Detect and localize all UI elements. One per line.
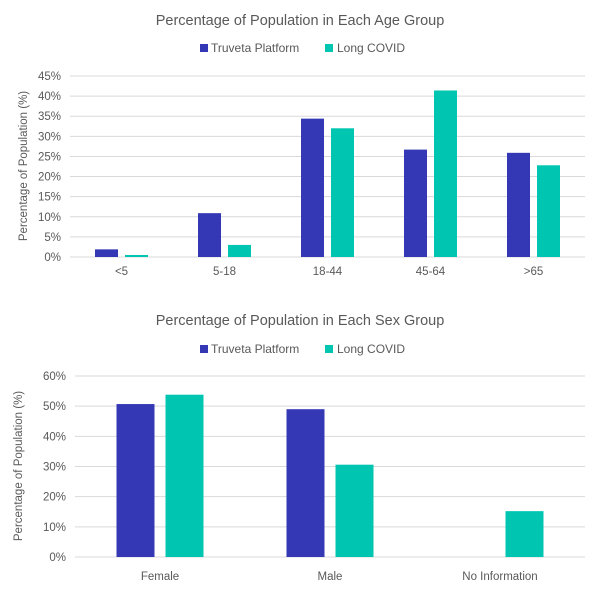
bar-truveta-platform-5 (95, 249, 118, 257)
bar-truveta-platform-5-18 (198, 213, 221, 257)
bar-long-covid-18-44 (331, 128, 354, 257)
bar-long-covid-45-64 (434, 90, 457, 257)
gridlines (70, 75, 585, 258)
chart-title: Percentage of Population in Each Sex Gro… (156, 313, 445, 329)
y-tick-label: 30% (38, 131, 61, 143)
y-tick-label: 20% (43, 492, 66, 504)
bars (95, 90, 560, 257)
bar-truveta-platform-45-64 (404, 149, 427, 257)
bar-long-covid-male (335, 464, 374, 557)
y-tick-label: 15% (38, 192, 61, 204)
x-tick-label: <5 (115, 266, 128, 278)
x-tick-label: 5-18 (213, 266, 236, 278)
legend: Truveta Platform Long COVID (200, 342, 405, 356)
y-tick-label: 25% (38, 151, 61, 163)
y-tick-labels: 0% 10% 20% 30% 40% 50% 60% (43, 371, 66, 564)
legend-label-truveta-platform: Truveta Platform (211, 41, 299, 55)
y-tick-label: 0% (44, 252, 61, 264)
y-tick-label: 10% (38, 212, 61, 224)
y-tick-label: 40% (38, 91, 61, 103)
legend-label-long-covid: Long COVID (337, 342, 405, 356)
bars (116, 394, 544, 557)
y-tick-label: 5% (44, 232, 61, 244)
bar-long-covid-65 (537, 165, 560, 257)
gridlines (75, 375, 585, 558)
y-axis-title: Percentage of Population (%) (13, 391, 25, 541)
legend-label-truveta-platform: Truveta Platform (211, 342, 299, 356)
y-tick-label: 0% (49, 552, 66, 564)
bar-long-covid-no-information (505, 511, 544, 557)
sex-group-chart: Percentage of Population in Each Sex Gro… (13, 313, 585, 583)
bar-truveta-platform-18-44 (301, 118, 324, 257)
y-tick-label: 35% (38, 111, 61, 123)
bar-truveta-platform-male (286, 409, 325, 557)
bar-long-covid-female (165, 394, 204, 557)
x-tick-label: 18-44 (313, 266, 343, 278)
x-tick-label: 45-64 (416, 266, 446, 278)
x-tick-label: No Information (462, 571, 537, 583)
x-tick-label: Female (141, 571, 179, 583)
bar-truveta-platform-female (116, 404, 155, 557)
legend-swatch-truveta-platform (200, 44, 208, 52)
legend-swatch-long-covid (325, 345, 333, 353)
legend-swatch-long-covid (325, 44, 333, 52)
x-tick-labels: Female Male No Information (141, 571, 538, 583)
y-tick-label: 10% (43, 522, 66, 534)
legend-swatch-truveta-platform (200, 345, 208, 353)
age-group-chart: Percentage of Population in Each Age Gro… (18, 13, 585, 278)
y-tick-label: 20% (38, 172, 61, 184)
bar-long-covid-5-18 (228, 244, 251, 257)
y-tick-label: 60% (43, 371, 66, 383)
y-tick-labels: 0% 5% 10% 15% 20% 25% 30% 35% 40% 45% (38, 71, 61, 264)
x-tick-label: >65 (524, 266, 544, 278)
x-tick-labels: <5 5-18 18-44 45-64 >65 (115, 266, 543, 278)
y-tick-label: 45% (38, 71, 61, 83)
y-tick-label: 30% (43, 462, 66, 474)
y-tick-label: 40% (43, 431, 66, 443)
bar-long-covid-5 (125, 254, 148, 257)
chart-title: Percentage of Population in Each Age Gro… (156, 13, 445, 29)
legend: Truveta Platform Long COVID (200, 41, 405, 55)
y-axis-title: Percentage of Population (%) (18, 91, 30, 241)
bar-truveta-platform-65 (507, 152, 530, 257)
y-tick-label: 50% (43, 401, 66, 413)
x-tick-label: Male (318, 571, 343, 583)
legend-label-long-covid: Long COVID (337, 41, 405, 55)
